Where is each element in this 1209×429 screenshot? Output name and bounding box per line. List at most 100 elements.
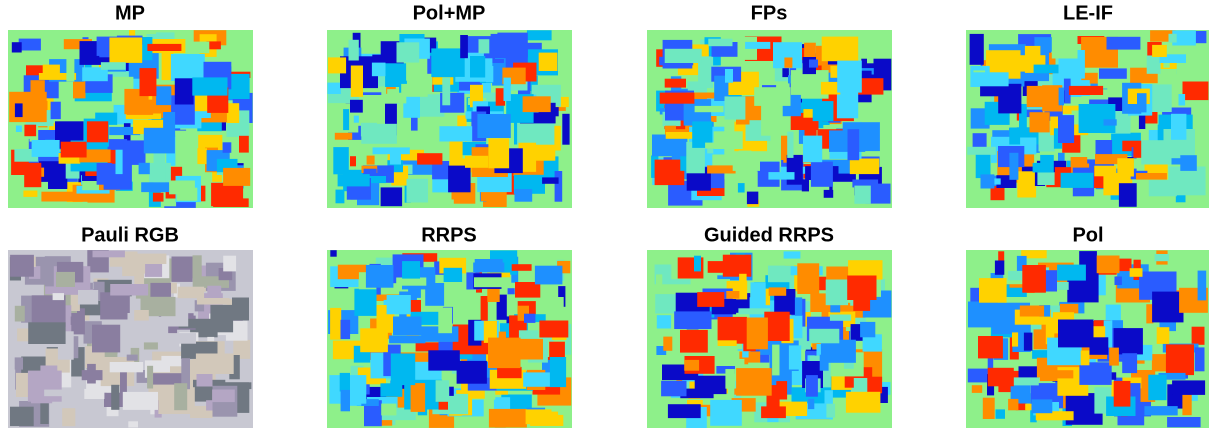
panel-title: Guided RRPS bbox=[704, 224, 834, 246]
map-patch bbox=[330, 250, 336, 257]
map-patch bbox=[523, 96, 551, 112]
map-patch bbox=[1033, 163, 1053, 173]
map-patch bbox=[1155, 254, 1169, 261]
map-patch bbox=[9, 92, 47, 122]
map-patch bbox=[380, 383, 402, 397]
map-patch bbox=[979, 278, 1007, 303]
map-patch bbox=[381, 404, 396, 416]
map-patch bbox=[366, 265, 394, 288]
map-patch bbox=[1169, 34, 1177, 43]
map-patch bbox=[51, 102, 61, 119]
map-patch bbox=[1069, 86, 1103, 95]
map-patch bbox=[197, 148, 207, 164]
map-patch bbox=[171, 54, 205, 81]
map-patch bbox=[196, 354, 234, 375]
map-patch bbox=[1012, 332, 1018, 346]
map-patch bbox=[1008, 399, 1018, 410]
panel: Pauli RGB bbox=[8, 224, 253, 428]
map-patch bbox=[1052, 32, 1078, 58]
map-patch bbox=[847, 276, 876, 301]
map-patch bbox=[776, 381, 787, 399]
map-patch bbox=[555, 171, 563, 202]
map-patch bbox=[212, 390, 235, 403]
map-patch bbox=[154, 150, 166, 182]
map-patch bbox=[15, 306, 25, 322]
panel-title: RRPS bbox=[421, 224, 477, 246]
map-patch bbox=[1152, 45, 1167, 57]
map-patch bbox=[1037, 172, 1054, 185]
map-patch bbox=[66, 57, 74, 81]
map-patch bbox=[140, 68, 157, 96]
map-patch bbox=[524, 314, 535, 323]
map-patch bbox=[684, 360, 699, 371]
map-patch bbox=[666, 132, 693, 139]
map-patch bbox=[61, 142, 87, 158]
map-patch bbox=[705, 143, 724, 149]
map-patch bbox=[438, 308, 452, 334]
map-patch bbox=[351, 66, 363, 97]
map-patch bbox=[402, 261, 420, 279]
map-patch bbox=[710, 400, 742, 426]
map-patch bbox=[867, 36, 874, 64]
map-patch bbox=[1042, 370, 1073, 378]
map-patch bbox=[360, 328, 388, 352]
map-patch bbox=[1119, 183, 1137, 207]
map-patch bbox=[809, 60, 818, 68]
map-patch bbox=[665, 79, 686, 88]
map-patch bbox=[1081, 351, 1090, 366]
map-patch bbox=[829, 130, 865, 152]
map-patch bbox=[417, 153, 442, 164]
map-patch bbox=[830, 315, 851, 321]
map-patch bbox=[100, 292, 127, 319]
map-patch bbox=[141, 182, 171, 192]
map-patch bbox=[129, 30, 135, 36]
map-patch bbox=[504, 78, 511, 101]
map-patch bbox=[1171, 114, 1186, 140]
map-patch bbox=[736, 368, 772, 396]
map-patch bbox=[837, 61, 862, 93]
map-patch bbox=[223, 256, 236, 272]
map-patch bbox=[350, 156, 356, 166]
map-patch bbox=[497, 367, 521, 378]
map-patch bbox=[523, 372, 554, 386]
map-patch bbox=[163, 112, 175, 137]
map-patch bbox=[768, 172, 794, 180]
map-patch bbox=[1109, 348, 1119, 366]
map-patch bbox=[364, 58, 373, 67]
map-patch bbox=[10, 255, 34, 277]
map-patch bbox=[751, 282, 766, 307]
map-patch bbox=[223, 168, 250, 186]
map-patch bbox=[338, 174, 370, 186]
map-patch bbox=[184, 42, 210, 54]
map-patch bbox=[172, 257, 193, 282]
map-patch bbox=[694, 256, 701, 272]
map-patch bbox=[967, 147, 996, 155]
map-patch bbox=[968, 302, 998, 328]
panel: Guided RRPS bbox=[647, 224, 892, 428]
map-patch bbox=[995, 261, 1004, 275]
map-patch bbox=[444, 268, 463, 282]
map-patch bbox=[508, 288, 515, 294]
map-patch bbox=[1192, 327, 1205, 345]
panel-title: FPs bbox=[751, 2, 788, 24]
map-patch bbox=[1122, 353, 1137, 373]
map-patch bbox=[372, 63, 386, 77]
map-patch bbox=[739, 274, 747, 289]
map-patch bbox=[16, 126, 22, 133]
panel: MP bbox=[8, 2, 253, 208]
map-patch bbox=[789, 345, 801, 369]
map-patch bbox=[43, 65, 60, 77]
map-patch bbox=[761, 406, 786, 418]
map-patch bbox=[71, 317, 78, 325]
map-patch bbox=[674, 311, 711, 329]
map-patch bbox=[134, 310, 149, 321]
map-patch bbox=[1030, 112, 1050, 132]
map-patch bbox=[850, 159, 879, 175]
map-patch bbox=[197, 298, 230, 305]
map-patch bbox=[411, 118, 418, 131]
panel-title: Pauli RGB bbox=[81, 224, 179, 246]
map-patch bbox=[725, 96, 746, 119]
map-patch bbox=[232, 298, 249, 321]
map-patch bbox=[996, 409, 1006, 418]
map-patch bbox=[131, 254, 167, 264]
